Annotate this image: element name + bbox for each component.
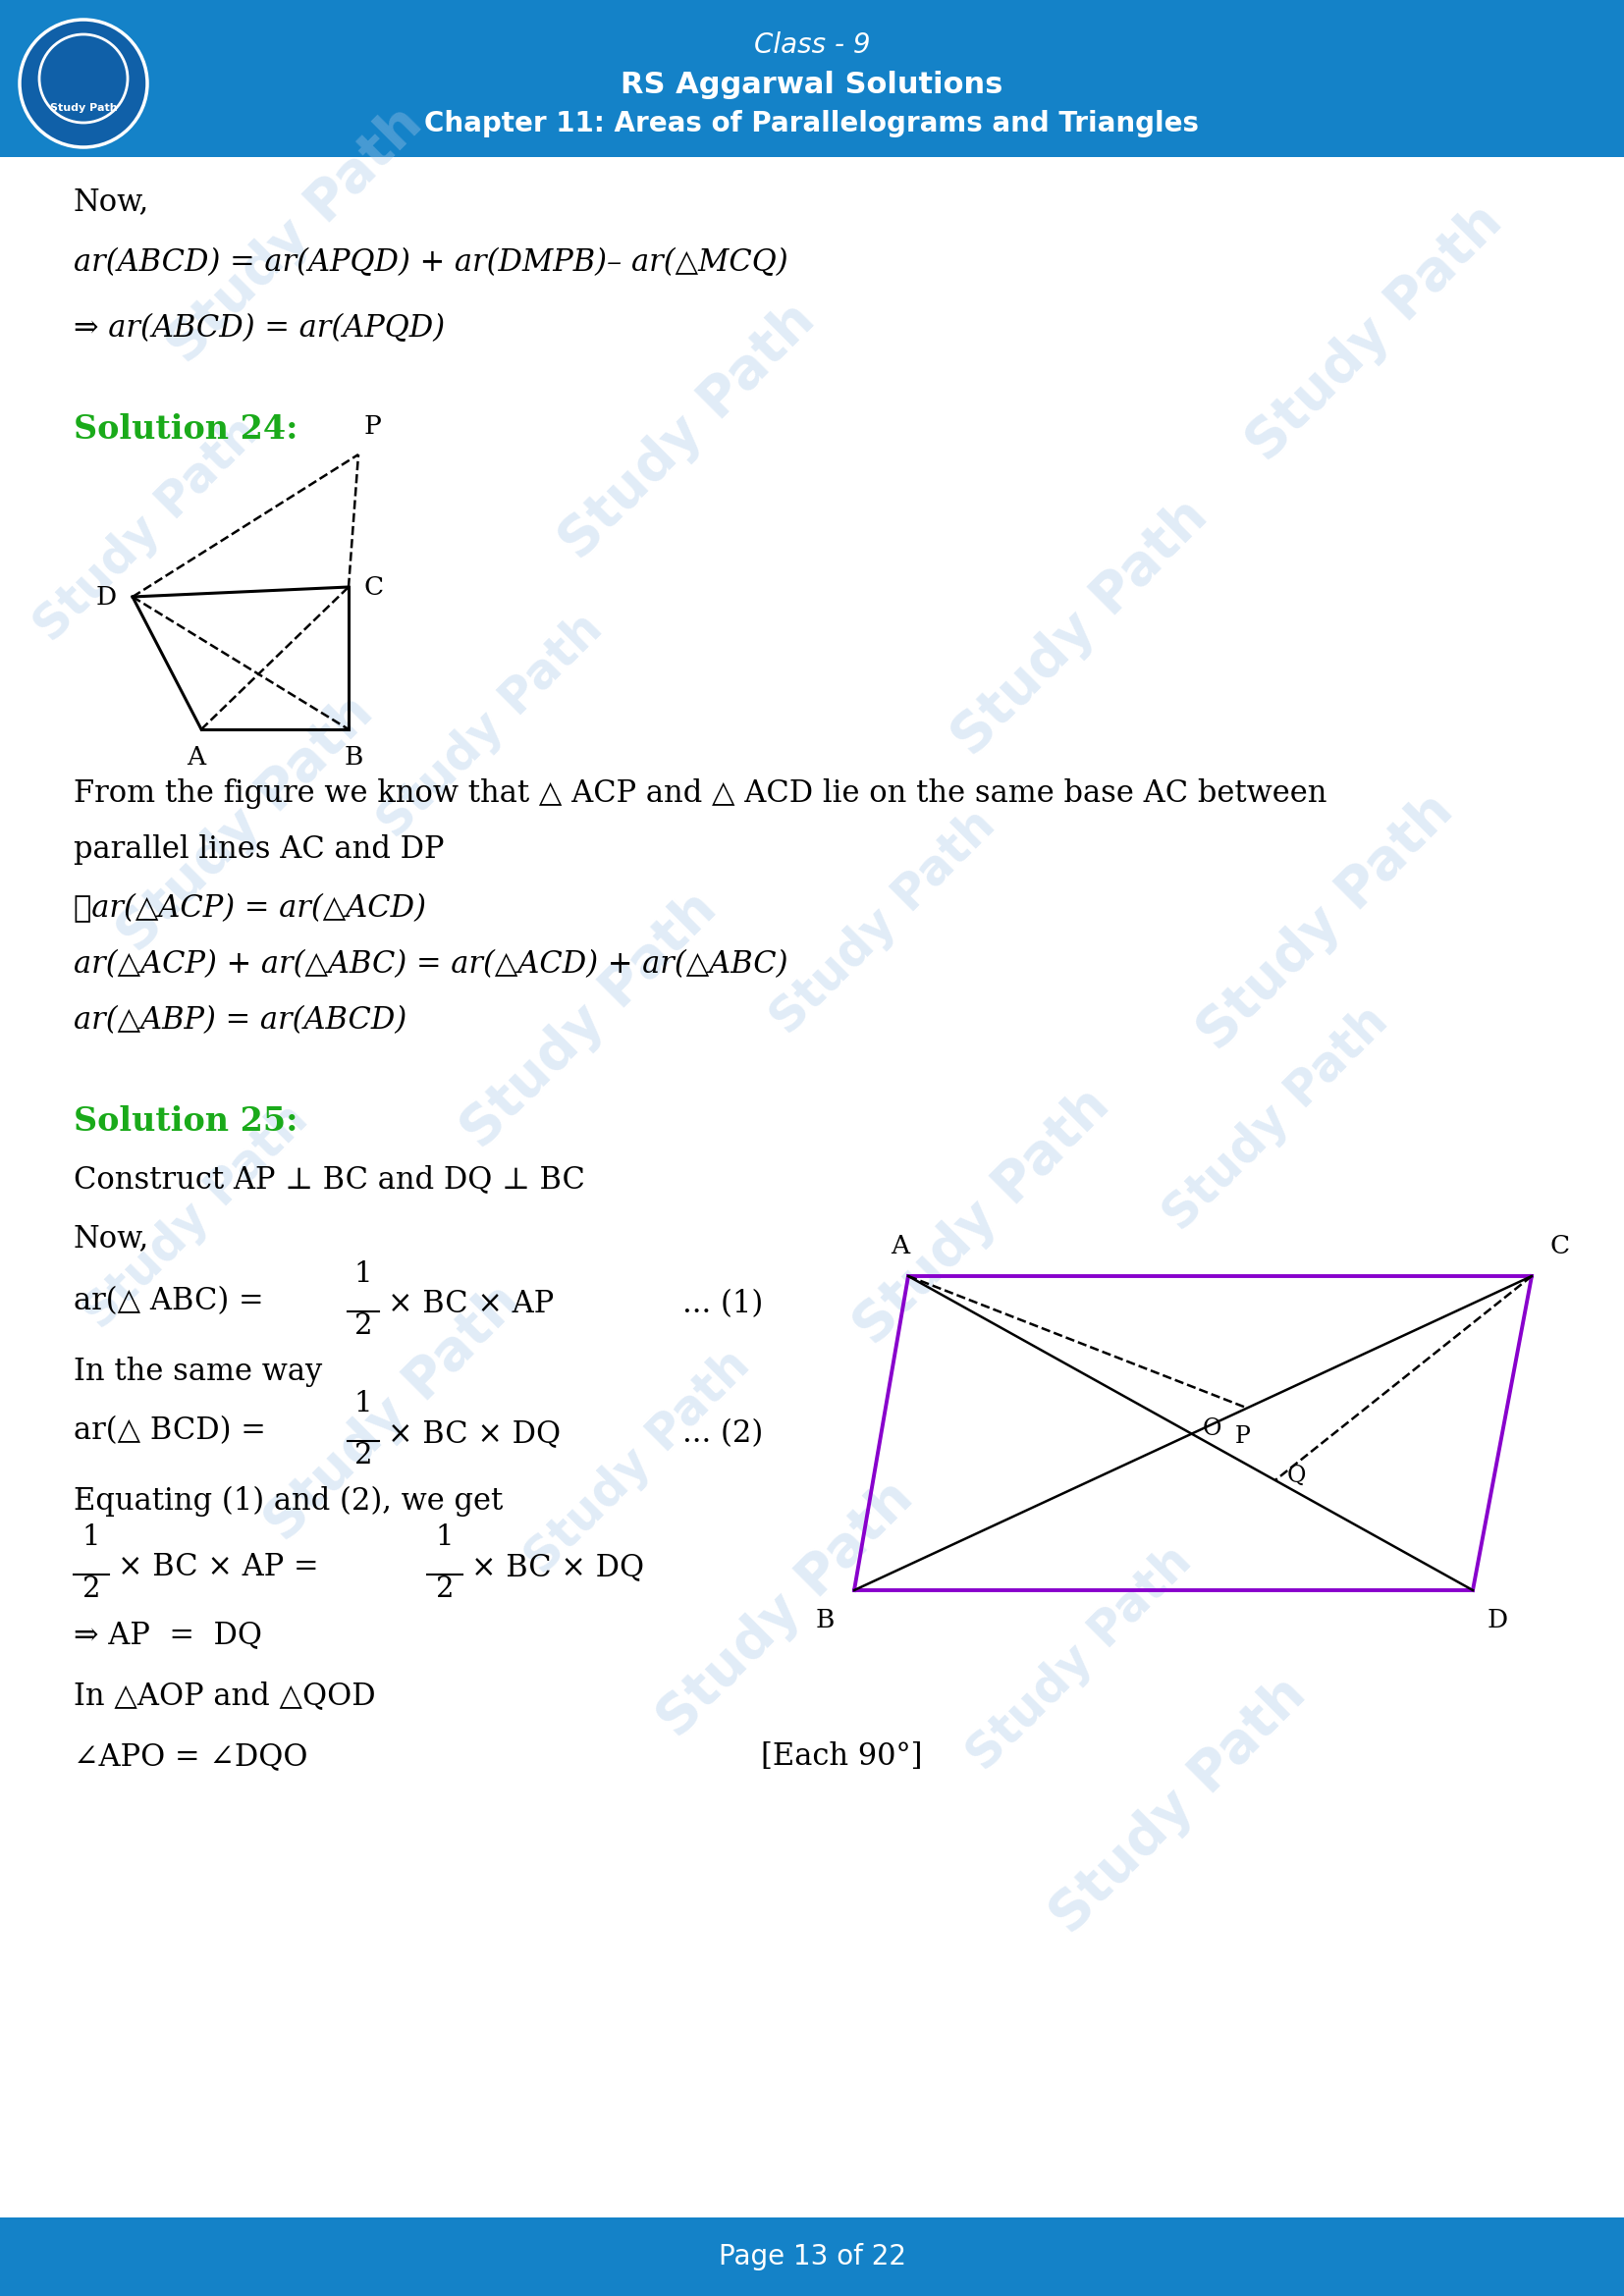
Text: In the same way: In the same way <box>73 1357 322 1387</box>
Text: Study Path: Study Path <box>516 1341 760 1582</box>
Text: O: O <box>1202 1417 1221 1440</box>
Text: parallel lines AC and DP: parallel lines AC and DP <box>73 833 445 866</box>
Text: B: B <box>815 1607 835 1632</box>
Text: [Each 90°]: [Each 90°] <box>762 1740 922 1773</box>
Text: Study Path: Study Path <box>958 1536 1202 1779</box>
Text: A: A <box>892 1233 909 1258</box>
Bar <box>0 2218 1624 2296</box>
Text: Page 13 of 22: Page 13 of 22 <box>718 2243 906 2271</box>
Text: × BC × AP: × BC × AP <box>388 1288 554 1320</box>
Text: Study Path: Study Path <box>370 604 612 847</box>
Text: Study Path: Study Path <box>942 489 1218 765</box>
Bar <box>0 0 1624 156</box>
Text: Solution 25:: Solution 25: <box>73 1104 297 1139</box>
Text: Study Path: Study Path <box>844 1079 1121 1355</box>
Text: Study Path: Study Path <box>1155 996 1398 1240</box>
Text: 1: 1 <box>354 1261 372 1288</box>
Text: D: D <box>96 585 117 608</box>
Text: Study Path: Study Path <box>255 1274 531 1550</box>
Text: ar(ABCD) = ar(APQD) + ar(DMPB)– ar(△MCQ): ar(ABCD) = ar(APQD) + ar(DMPB)– ar(△MCQ) <box>73 248 788 278</box>
Text: D: D <box>1488 1607 1509 1632</box>
Text: In △AOP and △QOD: In △AOP and △QOD <box>73 1681 375 1711</box>
Text: ar(△ABP) = ar(ABCD): ar(△ABP) = ar(ABCD) <box>73 1006 406 1035</box>
Text: Study Path: Study Path <box>451 882 728 1157</box>
Text: 1: 1 <box>435 1525 453 1552</box>
Text: B: B <box>344 744 364 769</box>
Text: Chapter 11: Areas of Parallelograms and Triangles: Chapter 11: Areas of Parallelograms and … <box>424 110 1200 138</box>
Text: A: A <box>187 744 206 769</box>
Text: C: C <box>364 574 383 599</box>
Text: Study Path: Study Path <box>762 801 1005 1042</box>
Text: 2: 2 <box>354 1442 372 1469</box>
Text: Now,: Now, <box>73 186 149 216</box>
Text: Study Path: Study Path <box>156 96 432 372</box>
Text: 1: 1 <box>354 1389 372 1417</box>
Text: Study Path: Study Path <box>50 103 117 113</box>
Text: Study Path: Study Path <box>75 1095 318 1339</box>
Text: ⇒ ar(ABCD) = ar(APQD): ⇒ ar(ABCD) = ar(APQD) <box>73 312 445 344</box>
Text: Study Path: Study Path <box>648 1472 924 1747</box>
Text: ... (2): ... (2) <box>682 1419 763 1449</box>
Text: × BC × DQ: × BC × DQ <box>471 1552 645 1582</box>
Text: P: P <box>364 413 382 439</box>
Text: Study Path: Study Path <box>107 687 383 962</box>
Text: P: P <box>1234 1426 1250 1449</box>
Text: Now,: Now, <box>73 1224 149 1254</box>
Text: Study Path: Study Path <box>549 294 825 569</box>
Text: × BC × DQ: × BC × DQ <box>388 1419 560 1449</box>
Text: × BC × AP =: × BC × AP = <box>119 1552 318 1582</box>
Text: Study Path: Study Path <box>1187 783 1463 1061</box>
Text: RS Aggarwal Solutions: RS Aggarwal Solutions <box>620 71 1004 99</box>
Text: C: C <box>1549 1233 1569 1258</box>
Text: ar(△ACP) + ar(△ABC) = ar(△ACD) + ar(△ABC): ar(△ACP) + ar(△ABC) = ar(△ACD) + ar(△ABC… <box>73 948 788 980</box>
Text: Study Path: Study Path <box>1236 195 1512 471</box>
Text: 2: 2 <box>435 1575 453 1603</box>
Text: Q: Q <box>1286 1465 1306 1486</box>
Text: ar(△ ABC) =: ar(△ ABC) = <box>73 1286 263 1316</box>
Text: 2: 2 <box>83 1575 101 1603</box>
Text: ... (1): ... (1) <box>682 1288 763 1320</box>
Text: From the figure we know that △ ACP and △ ACD lie on the same base AC between: From the figure we know that △ ACP and △… <box>73 778 1327 808</box>
Text: ar(△ BCD) =: ar(△ BCD) = <box>73 1417 266 1446</box>
Text: Solution 24:: Solution 24: <box>73 413 297 445</box>
Text: ∠APO = ∠DQO: ∠APO = ∠DQO <box>73 1740 309 1773</box>
Text: Study Path: Study Path <box>26 409 268 650</box>
Text: Class - 9: Class - 9 <box>754 32 870 60</box>
Text: ∴ar(△ACP) = ar(△ACD): ∴ar(△ACP) = ar(△ACD) <box>73 893 425 923</box>
Text: 2: 2 <box>354 1313 372 1341</box>
Text: Equating (1) and (2), we get: Equating (1) and (2), we get <box>73 1486 503 1518</box>
Circle shape <box>19 21 148 147</box>
Text: Construct AP ⊥ BC and DQ ⊥ BC: Construct AP ⊥ BC and DQ ⊥ BC <box>73 1164 585 1194</box>
Text: 1: 1 <box>83 1525 101 1552</box>
Text: Study Path: Study Path <box>1039 1667 1317 1942</box>
Text: ⇒ AP  =  DQ: ⇒ AP = DQ <box>73 1619 261 1651</box>
